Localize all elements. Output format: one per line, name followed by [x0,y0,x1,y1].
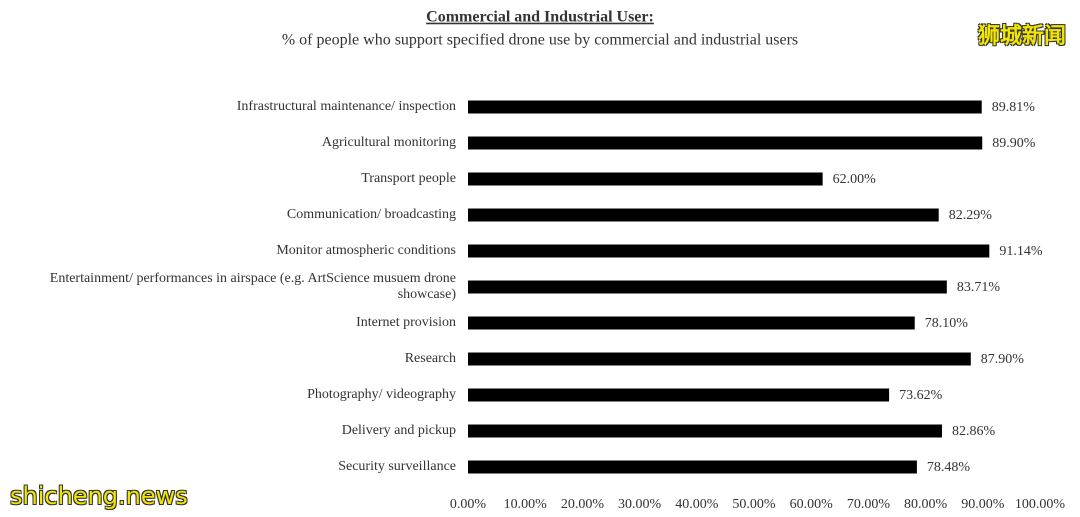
x-tick-label: 0.00% [450,497,487,512]
bar [468,316,915,330]
watermark: 狮城新闻 [977,24,1066,49]
y-tick-label: Agricultural monitoring [321,135,456,150]
y-tick-label: Security surveillance [338,459,456,474]
bar [468,208,939,222]
value-label: 78.10% [925,316,969,331]
x-tick-label: 70.00% [847,497,891,512]
value-label: 78.48% [927,460,971,475]
value-label: 83.71% [957,280,1001,295]
x-tick-label: 60.00% [790,497,834,512]
value-label: 82.29% [949,208,993,223]
bar [468,100,982,114]
y-tick-label: Entertainment/ performances in airspace … [49,271,456,302]
value-label: 62.00% [833,172,877,187]
value-label: 89.90% [992,136,1036,151]
x-tick-label: 90.00% [961,497,1005,512]
x-tick-label: 50.00% [732,497,776,512]
x-tick-label: 30.00% [618,497,662,512]
bar [468,280,947,294]
bar [468,172,823,186]
value-label: 82.86% [952,424,996,439]
y-tick-label: Monitor atmospheric conditions [276,243,456,258]
bar [468,352,971,366]
chart-subtitle: % of people who support specified drone … [282,32,798,49]
bar [468,424,942,438]
watermark: shicheng.news [10,482,188,510]
bar [468,244,990,258]
value-label: 91.14% [999,244,1043,259]
y-tick-label: Delivery and pickup [341,423,456,438]
value-label: 73.62% [899,388,943,403]
y-tick-label: Communication/ broadcasting [286,207,456,222]
y-tick-label: Transport people [361,171,456,186]
chart-title: Commercial and Industrial User: [426,9,654,26]
bar [468,136,983,150]
x-tick-label: 20.00% [561,497,605,512]
bar [468,460,917,474]
bar [468,388,890,402]
x-tick-label: 40.00% [675,497,719,512]
x-tick-label: 100.00% [1015,497,1066,512]
value-label: 87.90% [981,352,1025,367]
y-tick-label: Internet provision [356,315,456,330]
y-tick-label: Research [404,351,456,366]
value-label: 89.81% [992,100,1035,115]
x-tick-label: 80.00% [904,497,948,512]
y-tick-label: Photography/ videography [307,387,456,402]
x-tick-label: 10.00% [504,497,548,512]
y-tick-label: Infrastructural maintenance/ inspection [236,99,456,114]
